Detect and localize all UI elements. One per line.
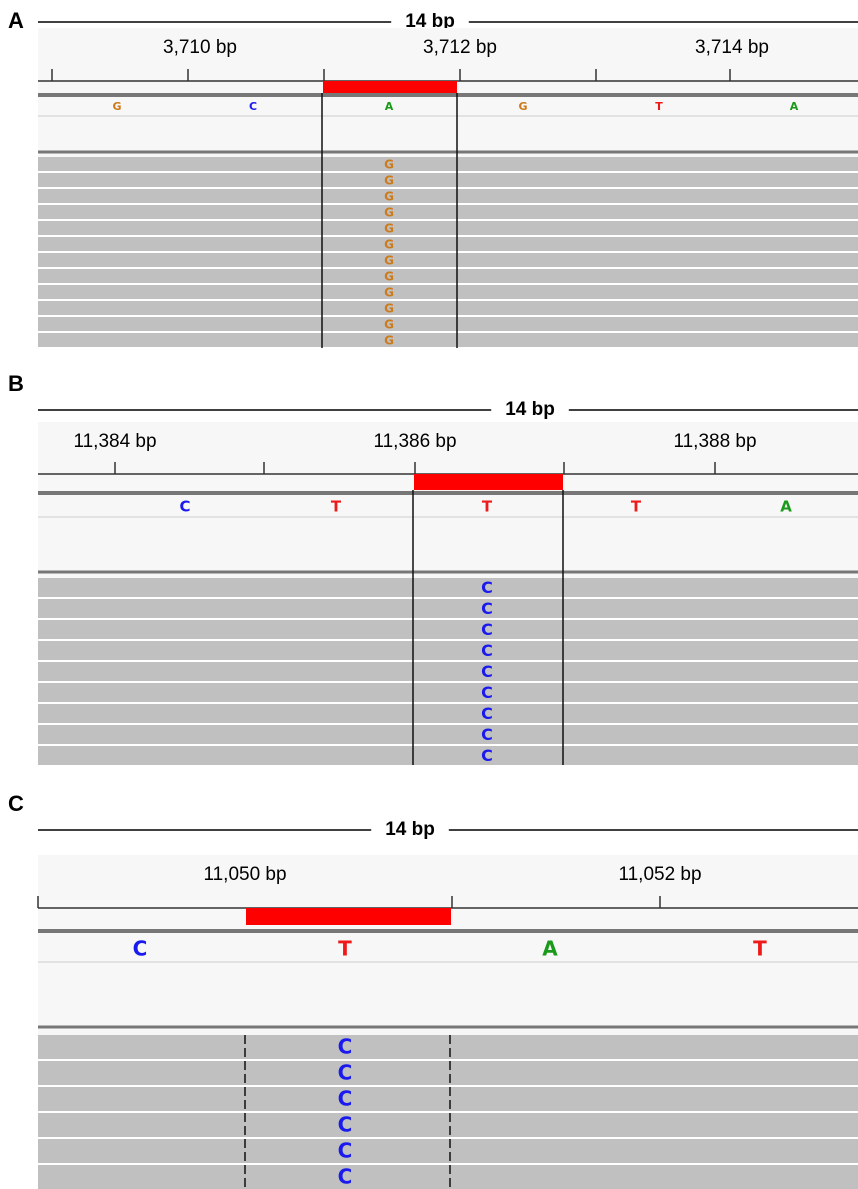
- panel-label: A: [8, 8, 24, 33]
- read: [38, 662, 858, 681]
- read-base: C: [338, 1165, 353, 1189]
- read: [38, 620, 858, 639]
- reference-base: T: [331, 498, 342, 516]
- read: [38, 173, 858, 187]
- panel-label: B: [8, 371, 24, 396]
- reference-base: A: [385, 100, 394, 113]
- read-base: G: [384, 286, 394, 300]
- read-base: G: [384, 222, 394, 236]
- read-base: C: [338, 1113, 353, 1137]
- read-base: C: [481, 683, 493, 702]
- read: [38, 253, 858, 267]
- reference-base: A: [542, 937, 558, 961]
- read: [38, 1139, 858, 1163]
- read: [38, 1165, 858, 1189]
- reference-base: C: [179, 498, 190, 516]
- read-base: G: [384, 254, 394, 268]
- read: [38, 285, 858, 299]
- read: [38, 157, 858, 171]
- reference-base: A: [790, 100, 799, 113]
- read-base: G: [384, 334, 394, 348]
- read: [38, 1113, 858, 1137]
- read: [38, 704, 858, 723]
- read-base: G: [384, 158, 394, 172]
- read-base: C: [338, 1087, 353, 1111]
- selected-region: [323, 81, 457, 93]
- span-text: 14 bp: [505, 399, 555, 420]
- read-base: C: [481, 704, 493, 723]
- panel-label: C: [8, 791, 24, 816]
- read: [38, 333, 858, 347]
- read: [38, 578, 858, 597]
- read-base: G: [384, 174, 394, 188]
- reference-base: T: [338, 937, 352, 961]
- read: [38, 683, 858, 702]
- ruler-label: 11,388 bp: [673, 431, 756, 452]
- read-base: G: [384, 206, 394, 220]
- read: [38, 746, 858, 765]
- read: [38, 301, 858, 315]
- read-base: C: [481, 578, 493, 597]
- read: [38, 641, 858, 660]
- read-base: C: [481, 641, 493, 660]
- ruler-label: 11,386 bp: [373, 431, 456, 452]
- reference-base: T: [482, 498, 493, 516]
- reference-base: T: [753, 937, 767, 961]
- read-base: C: [338, 1035, 353, 1059]
- reference-base: C: [133, 937, 148, 961]
- reference-base: G: [518, 100, 527, 113]
- read: [38, 237, 858, 251]
- read-base: C: [481, 599, 493, 618]
- reference-base: G: [112, 100, 121, 113]
- read: [38, 1087, 858, 1111]
- ruler-label: 3,714 bp: [695, 37, 769, 58]
- ruler-label: 3,712 bp: [423, 37, 497, 58]
- read: [38, 725, 858, 744]
- read-base: C: [481, 746, 493, 765]
- read: [38, 317, 858, 331]
- read-base: G: [384, 302, 394, 316]
- read: [38, 269, 858, 283]
- read-base: C: [338, 1061, 353, 1085]
- reference-base: T: [655, 100, 663, 113]
- read-base: C: [338, 1139, 353, 1163]
- read-base: C: [481, 620, 493, 639]
- ruler-label: 11,052 bp: [618, 864, 701, 885]
- reference-base: T: [631, 498, 642, 516]
- read: [38, 221, 858, 235]
- read-base: G: [384, 318, 394, 332]
- read: [38, 189, 858, 203]
- ruler-label: 11,050 bp: [203, 864, 286, 885]
- span-text: 14 bp: [385, 819, 435, 840]
- read: [38, 599, 858, 618]
- read-base: G: [384, 238, 394, 252]
- ruler-label: 3,710 bp: [163, 37, 237, 58]
- reference-base: C: [249, 100, 257, 113]
- read-base: G: [384, 270, 394, 284]
- read: [38, 1061, 858, 1085]
- read: [38, 1035, 858, 1059]
- selected-region: [246, 908, 451, 925]
- igv-figure: A14 bp3,710 bp3,712 bp3,714 bpGCAGTAGGGG…: [0, 0, 858, 1189]
- read-base: C: [481, 662, 493, 681]
- read: [38, 205, 858, 219]
- read-base: C: [481, 725, 493, 744]
- read-base: G: [384, 190, 394, 204]
- ruler-label: 11,384 bp: [73, 431, 156, 452]
- reference-base: A: [780, 498, 792, 516]
- selected-region: [414, 474, 563, 490]
